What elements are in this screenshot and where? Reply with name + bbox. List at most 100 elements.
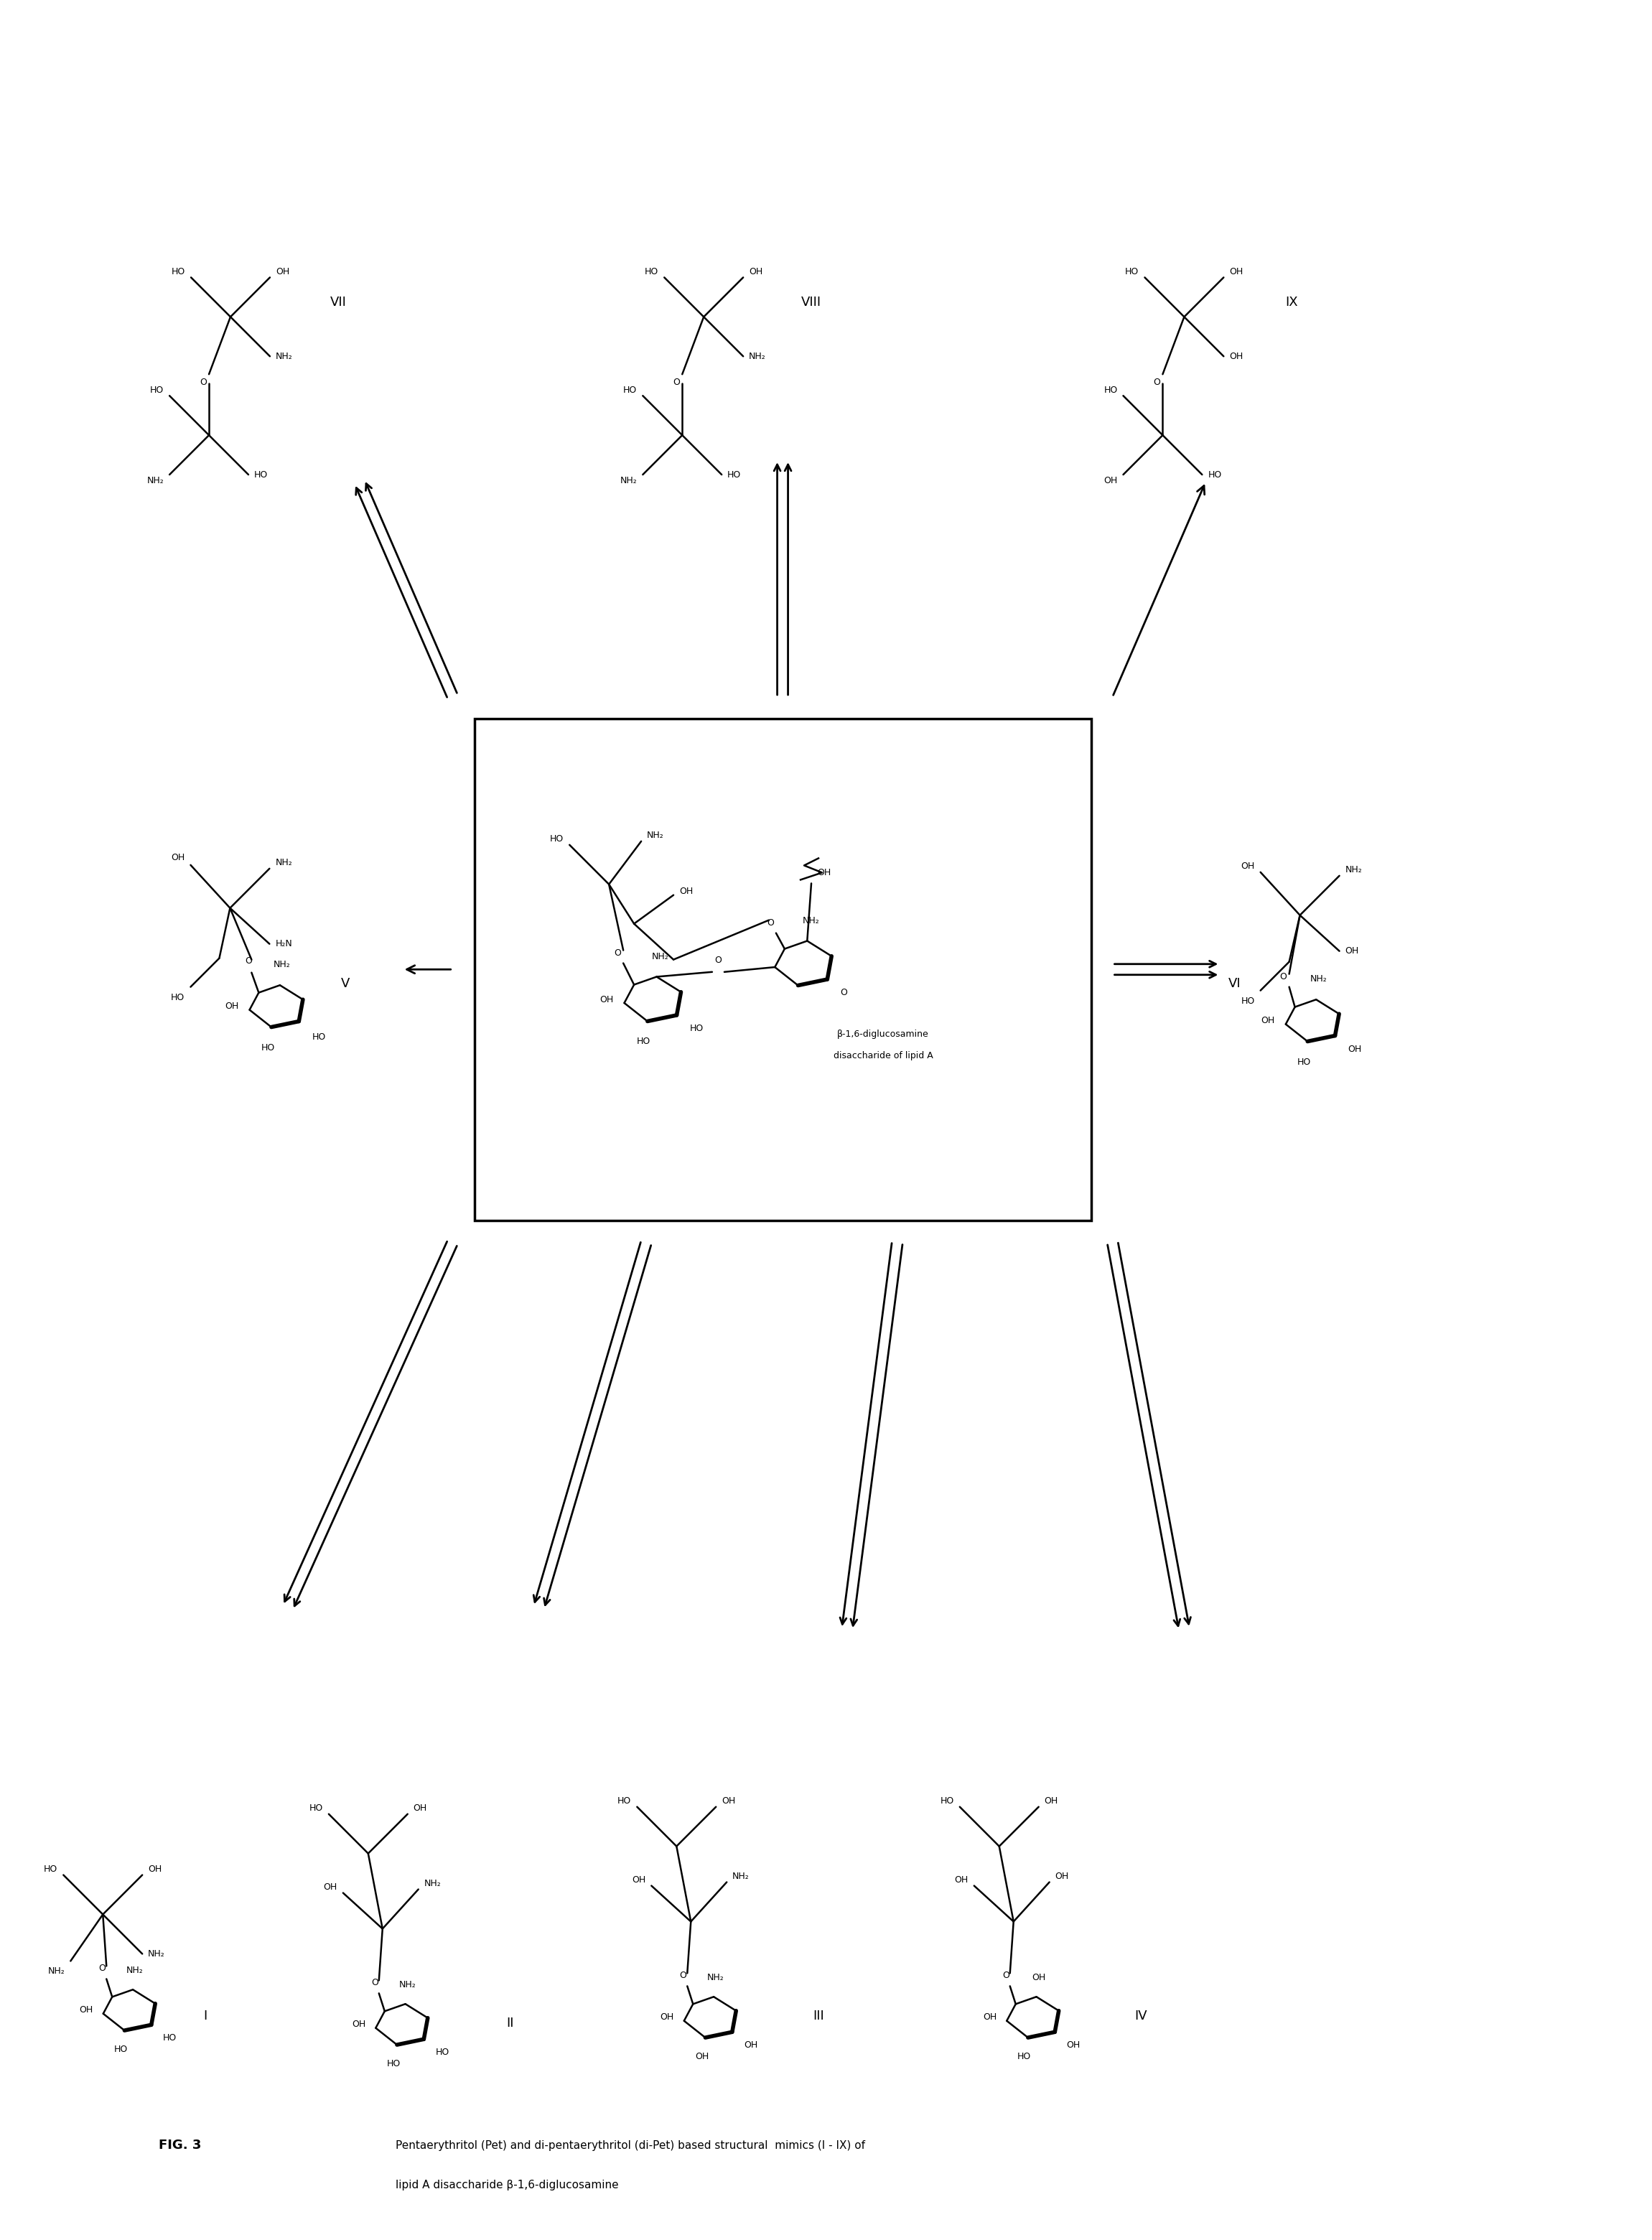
Text: OH: OH: [600, 995, 613, 1004]
Text: HO: HO: [172, 992, 185, 1001]
Text: O: O: [244, 956, 253, 965]
Text: OH: OH: [1348, 1044, 1361, 1053]
Text: OH: OH: [413, 1803, 428, 1812]
Text: NH₂: NH₂: [48, 1967, 64, 1976]
Text: NH₂: NH₂: [276, 858, 292, 867]
Text: OH: OH: [1229, 352, 1244, 361]
Text: HO: HO: [261, 1044, 274, 1053]
Text: HO: HO: [114, 2045, 127, 2054]
Text: OH: OH: [149, 1864, 162, 1875]
Text: HO: HO: [1125, 267, 1138, 276]
Text: OH: OH: [1066, 2041, 1080, 2050]
Text: OH: OH: [79, 2005, 93, 2014]
Text: HO: HO: [727, 470, 742, 479]
Text: OH: OH: [1260, 1017, 1275, 1026]
Text: OH: OH: [695, 2052, 709, 2061]
Text: V: V: [340, 977, 350, 990]
Text: III: III: [813, 2009, 824, 2023]
Text: OH: OH: [661, 2012, 674, 2023]
Text: VIII: VIII: [801, 296, 821, 309]
Text: NH₂: NH₂: [425, 1879, 441, 1888]
Text: NH₂: NH₂: [276, 352, 292, 361]
Text: IV: IV: [1135, 2009, 1148, 2023]
Text: HO: HO: [638, 1037, 651, 1046]
Text: OH: OH: [1345, 945, 1360, 956]
Text: O: O: [841, 988, 847, 997]
Text: O: O: [679, 1971, 687, 1980]
Text: OH: OH: [748, 267, 763, 276]
Text: NH₂: NH₂: [1310, 974, 1327, 983]
Text: HO: HO: [1297, 1057, 1310, 1066]
Text: OH: OH: [722, 1796, 735, 1805]
Text: HO: HO: [1104, 385, 1117, 394]
Text: O: O: [672, 379, 681, 388]
Text: NH₂: NH₂: [1345, 865, 1363, 874]
Text: NH₂: NH₂: [648, 831, 664, 840]
Text: OH: OH: [1229, 267, 1244, 276]
Text: NH₂: NH₂: [803, 916, 819, 925]
Text: HO: HO: [434, 2047, 449, 2056]
Text: O: O: [200, 379, 206, 388]
Text: OH: OH: [1104, 475, 1117, 486]
Text: HO: HO: [1018, 2052, 1031, 2061]
Text: HO: HO: [150, 385, 164, 394]
Text: HO: HO: [940, 1796, 953, 1805]
Text: O: O: [714, 956, 722, 965]
Text: NH₂: NH₂: [732, 1873, 750, 1882]
Text: NH₂: NH₂: [127, 1967, 144, 1976]
Text: OH: OH: [225, 1001, 240, 1010]
Text: IX: IX: [1285, 296, 1298, 309]
Text: β-1,6-diglucosamine: β-1,6-diglucosamine: [838, 1030, 928, 1039]
Text: I: I: [203, 2009, 206, 2023]
Text: OH: OH: [955, 1875, 968, 1884]
Text: OH: OH: [276, 267, 289, 276]
Text: OH: OH: [818, 867, 831, 878]
Text: Pentaerythritol (Pet) and di-pentaerythritol (di-Pet) based structural  mimics (: Pentaerythritol (Pet) and di-pentaerythr…: [395, 2139, 866, 2150]
Text: O: O: [99, 1964, 106, 1973]
Text: VI: VI: [1227, 977, 1241, 990]
Text: NH₂: NH₂: [400, 1980, 416, 1989]
Text: OH: OH: [631, 1875, 646, 1884]
Text: OH: OH: [1044, 1796, 1059, 1805]
Text: NH₂: NH₂: [147, 475, 164, 486]
Text: O: O: [767, 918, 773, 927]
Text: HO: HO: [618, 1796, 631, 1805]
Text: OH: OH: [172, 853, 185, 862]
Text: II: II: [507, 2016, 514, 2029]
Text: O: O: [615, 948, 621, 956]
Text: NH₂: NH₂: [748, 352, 767, 361]
Text: O: O: [1003, 1971, 1009, 1980]
Text: OH: OH: [743, 2041, 758, 2050]
Text: VII: VII: [330, 296, 347, 309]
Text: NH₂: NH₂: [274, 961, 291, 970]
Text: OH: OH: [679, 887, 694, 896]
Text: FIG. 3: FIG. 3: [159, 2139, 202, 2153]
Bar: [474, 719, 1090, 1221]
Text: NH₂: NH₂: [149, 1949, 165, 1958]
Text: lipid A disaccharide β-1,6-diglucosamine: lipid A disaccharide β-1,6-diglucosamine: [395, 2180, 618, 2191]
Text: OH: OH: [1056, 1873, 1069, 1882]
Text: OH: OH: [983, 2012, 996, 2023]
Text: HO: HO: [1241, 997, 1256, 1006]
Text: HO: HO: [172, 267, 185, 276]
Text: OH: OH: [1241, 862, 1256, 871]
Text: HO: HO: [689, 1024, 704, 1033]
Text: OH: OH: [352, 2020, 365, 2029]
Text: HO: HO: [254, 470, 268, 479]
Text: NH₂: NH₂: [707, 1973, 724, 1982]
Text: HO: HO: [309, 1803, 324, 1812]
Text: H₂N: H₂N: [276, 939, 292, 948]
Text: HO: HO: [45, 1864, 58, 1875]
Text: HO: HO: [623, 385, 638, 394]
Text: O: O: [1280, 972, 1287, 981]
Text: NH₂: NH₂: [620, 475, 638, 486]
Text: HO: HO: [550, 836, 563, 844]
Text: HO: HO: [1208, 470, 1222, 479]
Text: O: O: [1153, 379, 1160, 388]
Text: HO: HO: [164, 2034, 177, 2043]
Text: HO: HO: [387, 2059, 400, 2068]
Text: NH₂: NH₂: [651, 952, 669, 961]
Text: OH: OH: [324, 1882, 337, 1893]
Text: disaccharide of lipid A: disaccharide of lipid A: [833, 1051, 933, 1060]
Text: OH: OH: [1031, 1973, 1046, 1982]
